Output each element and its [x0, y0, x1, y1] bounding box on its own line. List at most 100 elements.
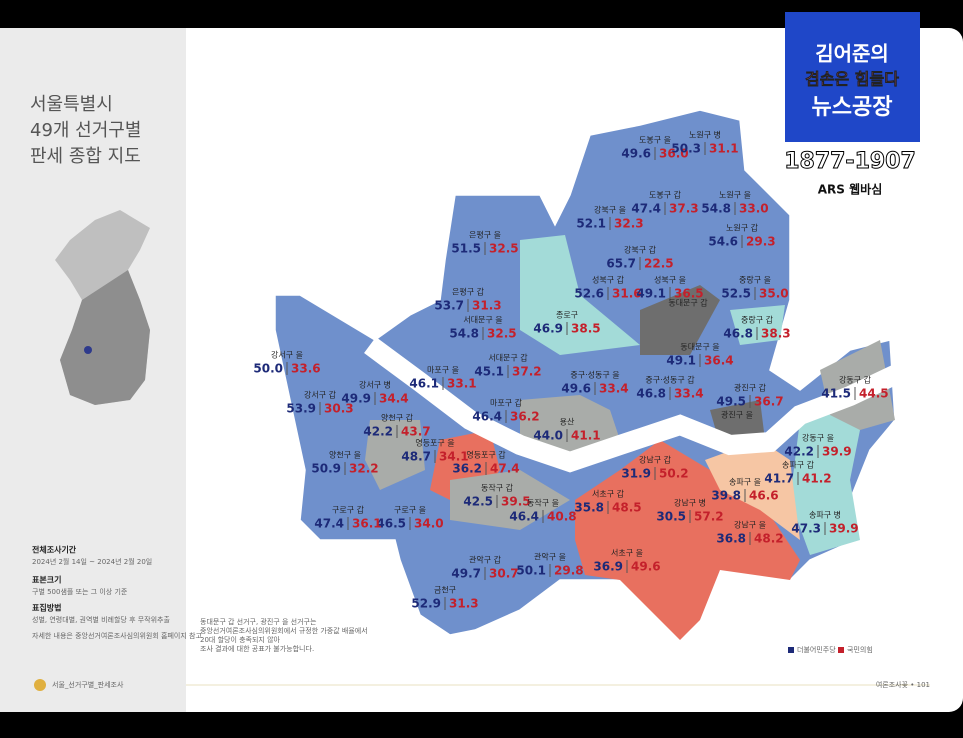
- district-label: 중랑구 갑 46.8 38.3: [723, 315, 790, 341]
- district-name: 광진구 갑: [734, 383, 767, 393]
- district-label: 종로구 46.9 38.5: [533, 311, 600, 336]
- district-name: 강동구 을: [802, 433, 834, 443]
- district-label: 강동구 을 42.2 39.9: [784, 433, 851, 459]
- ppp-value: 43.7: [401, 425, 431, 439]
- legend-swatch: [788, 647, 794, 653]
- district-name: 도봉구 갑: [649, 190, 682, 200]
- district-label: 광진구 을: [721, 410, 753, 420]
- district-label: 강남구 갑 31.9 50.2: [621, 455, 688, 481]
- district-label: 강북구 을 52.1 32.3: [576, 205, 643, 231]
- district-name: 도봉구 을: [639, 136, 671, 145]
- ppp-value: 44.5: [859, 387, 889, 401]
- district-label: 동대문구 을 49.1 36.4: [666, 343, 733, 368]
- dem-value: 47.4: [314, 517, 344, 531]
- phone: 1877-1907: [784, 149, 916, 174]
- title: 서울특별시: [30, 94, 113, 115]
- district-label: 양천구 갑 42.2 43.7: [363, 413, 430, 439]
- district-label: 송파구 을 39.8 46.6: [711, 478, 778, 503]
- district-name: 노원구 병: [689, 131, 721, 140]
- dem-value: 49.6: [621, 147, 651, 161]
- ppp-value: 30.3: [324, 402, 354, 416]
- logo-box: [785, 12, 920, 142]
- district-label: 강서구 을 50.0 33.6: [253, 350, 320, 376]
- ppp-value: 36.5: [674, 287, 704, 301]
- district-label: 광진구 갑 49.5 36.7: [716, 383, 783, 409]
- district-name: 노원구 갑: [726, 223, 759, 233]
- period: 2024년 2월 14일 ~ 2024년 2월 20일: [32, 557, 152, 566]
- district-name: 관악구 을: [534, 552, 566, 562]
- district-label: 노원구 갑 54.6 29.3: [708, 223, 775, 249]
- ppp-value: 40.8: [547, 510, 577, 524]
- district-label: 도봉구 을 49.6 36.0: [621, 136, 688, 161]
- dem-value: 52.1: [576, 217, 606, 231]
- district-name: 강서구 병: [359, 380, 391, 390]
- ppp-value: 29.3: [746, 235, 776, 249]
- district-name: 서대문구 을: [463, 316, 502, 325]
- ppp-value: 33.1: [447, 377, 477, 391]
- district-label: 도봉구 갑 47.4 37.3: [631, 190, 698, 216]
- district-name: 강북구 을: [594, 205, 626, 215]
- region-gray: [450, 470, 570, 530]
- logo-text: 겸손은 힘들다: [805, 70, 899, 89]
- sample: 구별 500샘플 또는 그 이상 기준: [32, 587, 128, 596]
- region-gray: [520, 395, 620, 458]
- district-label: 중구·성동구 갑 46.8 33.4: [636, 375, 703, 401]
- note: 중앙선거여론조사심의위원회에서 규정한 가중값 배율에서: [200, 626, 368, 635]
- ppp-value: 37.2: [512, 365, 542, 379]
- district-name: 송파구 을: [729, 478, 761, 487]
- note: 동대문구 갑 선거구, 광진구 을 선거구는: [200, 617, 317, 626]
- ppp-value: 35.0: [759, 287, 789, 301]
- ppp-value: 36.0: [659, 147, 689, 161]
- dem-value: 49.7: [451, 567, 481, 581]
- district-label: 영등포구 을 48.7 34.1: [401, 438, 468, 464]
- district-name: 금천구: [434, 585, 456, 595]
- dem-value: 47.4: [631, 202, 661, 216]
- dem-value: 50.1: [516, 564, 546, 578]
- ppp-value: 48.2: [754, 532, 784, 546]
- dem-value: 46.4: [509, 510, 539, 524]
- district-name: 강남구 병: [674, 498, 706, 508]
- han-river: [364, 336, 910, 473]
- district-name: 동작구 을: [527, 498, 559, 508]
- district-label: 강서구 병 49.9 34.4: [341, 380, 408, 406]
- district-label: 용산 44.0 41.1: [533, 417, 600, 443]
- title: 49개 선거구별: [30, 120, 141, 141]
- ppp-value: 33.4: [599, 382, 629, 396]
- dem-value: 46.8: [723, 327, 753, 341]
- south-korea: [60, 270, 150, 405]
- district-label: 양천구 을 50.9 32.2: [311, 450, 378, 476]
- district-label: 송파구 병 47.3 39.9: [791, 511, 858, 536]
- dem-value: 51.5: [451, 242, 481, 256]
- legend-label: 더불어민주당: [797, 645, 836, 654]
- district-label: 은평구 갑 53.7 31.3: [434, 287, 501, 313]
- dem-value: 52.5: [721, 287, 751, 301]
- district-label: 중구·성동구 을 49.6 33.4: [561, 371, 628, 396]
- district-name: 구로구 갑: [332, 505, 365, 515]
- ppp-value: 34.0: [414, 517, 444, 531]
- region-teal: [730, 305, 785, 345]
- method: 성별, 연령대별, 권역별 비례할당 후 무작위추출: [32, 615, 170, 624]
- seoul-dot: [84, 346, 92, 354]
- ppp-value: 39.5: [501, 495, 531, 509]
- district-name: 마포구 갑: [490, 398, 523, 408]
- district-label: 강북구 갑 65.7 22.5: [606, 245, 673, 271]
- sample-label: 표본크기: [32, 575, 61, 585]
- dem-value: 54.6: [708, 235, 738, 249]
- district-name: 동대문구 갑: [668, 298, 708, 308]
- dem-value: 53.7: [434, 299, 464, 313]
- ppp-value: 34.4: [379, 392, 409, 406]
- district-label: 노원구 병 50.3 31.1: [671, 131, 738, 156]
- district-name: 중랑구 을: [739, 275, 771, 285]
- dem-value: 54.8: [701, 202, 731, 216]
- ppp-value: 36.1: [352, 517, 382, 531]
- region-dark: [640, 285, 720, 355]
- district-label: 마포구 을 46.1 33.1: [409, 366, 476, 391]
- district-label: 구로구 갑 47.4 36.1: [314, 505, 381, 531]
- district-label: 노원구 을 54.8 33.0: [701, 191, 768, 216]
- district-name: 강동구 갑: [839, 375, 872, 385]
- footer-icon: [34, 679, 46, 691]
- district-name: 강서구 을: [271, 350, 303, 360]
- logo-text: 김어준의: [815, 42, 889, 66]
- ppp-value: 31.1: [709, 142, 739, 156]
- dem-value: 52.6: [574, 287, 604, 301]
